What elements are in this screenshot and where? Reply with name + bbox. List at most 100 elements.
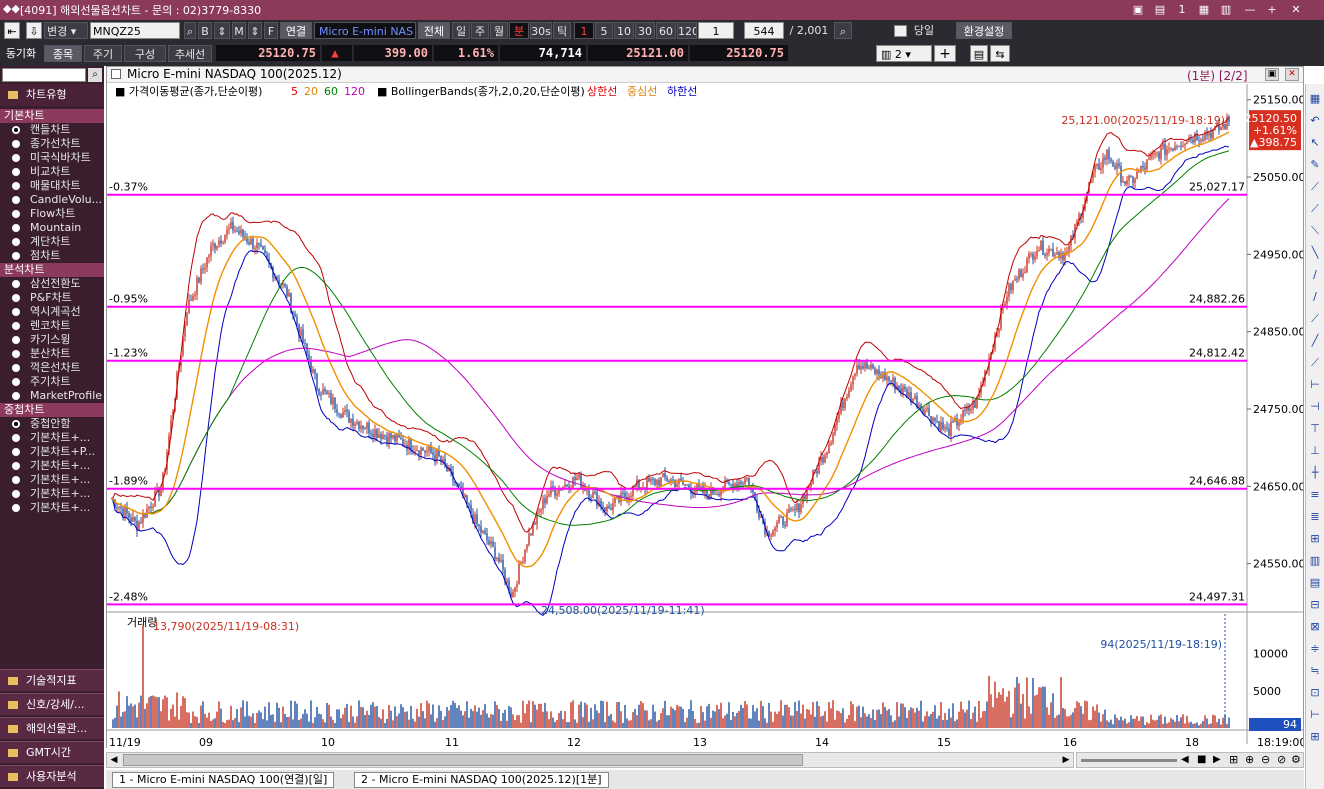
radio-icon[interactable] — [12, 336, 20, 344]
chart-type-item[interactable]: CandleVolu... — [0, 193, 104, 207]
drawing-tool-icon[interactable]: ⟋ — [1311, 202, 1319, 215]
chart-type-item[interactable]: Flow차트 — [0, 207, 104, 221]
link-button[interactable]: 연결 — [280, 22, 312, 39]
drawing-tool-icon[interactable]: ┼ — [1311, 466, 1319, 479]
period-tab-button[interactable]: 주기 — [84, 45, 122, 62]
tab-chart-1[interactable]: 1 - Micro E-mini NASDAQ 100(연결)[일] — [112, 772, 335, 788]
period-week-button[interactable]: 주 — [471, 22, 489, 39]
today-checkbox[interactable] — [894, 25, 907, 37]
window-tile-button[interactable]: ▣ — [1132, 3, 1144, 16]
left-bottom-button[interactable]: 해외선물관... — [0, 717, 104, 739]
drawing-tool-icon[interactable]: ⊥ — [1310, 444, 1320, 457]
drawing-tool-icon[interactable]: ▥ — [1309, 554, 1321, 567]
zoom-in-icon[interactable]: ⊕ — [1245, 753, 1255, 766]
zoom-next-icon[interactable]: ▶ — [1213, 754, 1221, 765]
chart-type-item[interactable]: 삼선전환도 — [0, 277, 104, 291]
drawing-tool-icon[interactable]: ≡ — [1310, 488, 1320, 501]
chart-type-item[interactable]: 주기차트 — [0, 375, 104, 389]
drawing-tool-icon[interactable]: ⟋ — [1311, 356, 1319, 369]
radio-icon[interactable] — [12, 350, 20, 358]
drawing-tool-icon[interactable]: ⊢ — [1310, 708, 1320, 721]
radio-icon[interactable] — [12, 196, 20, 204]
symbol-name-field[interactable]: Micro E-mini NAS — [314, 22, 416, 39]
drawing-tool-icon[interactable]: ⊞ — [1310, 532, 1320, 545]
left-search-input[interactable] — [2, 68, 86, 82]
maximize-button[interactable]: + — [1267, 3, 1277, 16]
drawing-tool-icon[interactable]: ⊡ — [1310, 686, 1320, 699]
drawing-tool-icon[interactable]: ≑ — [1310, 642, 1320, 655]
chart-type-item[interactable]: 캔들차트 — [0, 123, 104, 137]
symbol-tab-button[interactable]: 종목 — [44, 45, 82, 62]
chart-type-item[interactable]: P&F차트 — [0, 291, 104, 305]
period-month-button[interactable]: 월 — [490, 22, 508, 39]
radio-icon[interactable] — [12, 504, 20, 512]
interval-5-button[interactable]: 5 — [595, 22, 613, 39]
chart-type-item[interactable]: 꺽은선차트 — [0, 361, 104, 375]
radio-icon[interactable] — [12, 126, 20, 134]
dropdown-arrow-icon[interactable]: ⇩ — [26, 22, 42, 39]
chart-close-icon[interactable]: ✕ — [1285, 68, 1299, 81]
radio-icon[interactable] — [12, 154, 20, 162]
radio-icon[interactable] — [12, 462, 20, 470]
zoom-prev-icon[interactable]: ◀ — [1181, 754, 1189, 765]
magnifier-icon[interactable]: ⌕ — [834, 22, 852, 39]
period-day-button[interactable]: 일 — [452, 22, 470, 39]
radio-icon[interactable] — [12, 252, 20, 260]
period-30s-button[interactable]: 30s — [530, 22, 552, 39]
zoom-out-icon[interactable]: ⊖ — [1261, 753, 1271, 766]
zoom-stop-icon[interactable]: ■ — [1197, 754, 1207, 765]
chart-type-item[interactable]: 비교차트 — [0, 165, 104, 179]
drawing-tool-icon[interactable]: ≒ — [1310, 664, 1320, 677]
left-bottom-button[interactable]: 신호/강세/... — [0, 693, 104, 715]
split-icon[interactable]: ⊞ — [1229, 753, 1239, 766]
chart-restore-icon[interactable]: ▣ — [1265, 68, 1279, 81]
radio-icon[interactable] — [12, 182, 20, 190]
chart-type-item[interactable]: 매물대차트 — [0, 179, 104, 193]
chart-type-item[interactable]: 역시계곡선 — [0, 305, 104, 319]
period-minute-button[interactable]: 분 — [509, 22, 529, 39]
b-button[interactable]: B — [198, 22, 212, 39]
radio-icon[interactable] — [12, 490, 20, 498]
prev-arrow-icon[interactable]: ⇤ — [4, 22, 20, 39]
tab-chart-2[interactable]: 2 - Micro E-mini NASDAQ 100(2025.12)[1분] — [354, 772, 609, 788]
f-button[interactable]: F — [264, 22, 278, 39]
drawing-tool-icon[interactable]: ⊠ — [1310, 620, 1320, 633]
drawing-tool-icon[interactable]: ⟋ — [1311, 180, 1319, 193]
count-input[interactable]: 544 — [744, 22, 784, 39]
settings-button[interactable]: 환경설정 — [956, 22, 1012, 39]
horizontal-scrollbar[interactable]: ◀ ▶ — [106, 752, 1074, 768]
radio-icon[interactable] — [12, 420, 20, 428]
chart-type-item[interactable]: 점차트 — [0, 249, 104, 263]
change-dropdown[interactable]: 변경 ▾ — [44, 22, 88, 39]
scroll-right-icon[interactable]: ▶ — [1062, 755, 1070, 765]
all-button[interactable]: 전체 — [418, 22, 450, 39]
chart-type-item[interactable]: 기본차트+... — [0, 431, 104, 445]
radio-icon[interactable] — [12, 322, 20, 330]
left-search-icon[interactable]: ⌕ — [88, 68, 102, 82]
spin-icon[interactable]: ⇕ — [214, 22, 230, 39]
scroll-thumb[interactable] — [123, 754, 803, 766]
drawing-tool-icon[interactable]: ⟋ — [1311, 312, 1319, 325]
drawing-tool-icon[interactable]: ∕ — [1313, 268, 1317, 281]
chart-type-item[interactable]: 기본차트+... — [0, 501, 104, 515]
close-button[interactable]: ✕ — [1291, 3, 1301, 16]
drawing-tool-icon[interactable]: ⊣ — [1310, 400, 1320, 413]
zoom-slider[interactable] — [1081, 759, 1177, 762]
chart-type-item[interactable]: 카기스윙 — [0, 333, 104, 347]
chart-type-item[interactable]: MarketProfile — [0, 389, 104, 403]
radio-icon[interactable] — [12, 378, 20, 386]
chart-type-item[interactable]: 분산차트 — [0, 347, 104, 361]
radio-icon[interactable] — [12, 434, 20, 442]
drawing-tool-icon[interactable]: ⊤ — [1310, 422, 1320, 435]
spin2-icon[interactable]: ⇕ — [248, 22, 262, 39]
chart-type-item[interactable]: 기본차트+... — [0, 487, 104, 501]
radio-icon[interactable] — [12, 476, 20, 484]
drawing-tool-icon[interactable]: ⊢ — [1310, 378, 1320, 391]
drawing-tool-icon[interactable]: ▤ — [1309, 576, 1321, 589]
period-tick-button[interactable]: 틱 — [553, 22, 571, 39]
compose-button[interactable]: 구성 — [124, 45, 166, 62]
drawing-tool-icon[interactable]: ╱ — [1311, 334, 1319, 347]
left-bottom-button[interactable]: 사용자분석 — [0, 765, 104, 787]
drawing-tool-icon[interactable]: ≣ — [1310, 510, 1320, 523]
interval-120-button[interactable]: 120 — [677, 22, 697, 39]
